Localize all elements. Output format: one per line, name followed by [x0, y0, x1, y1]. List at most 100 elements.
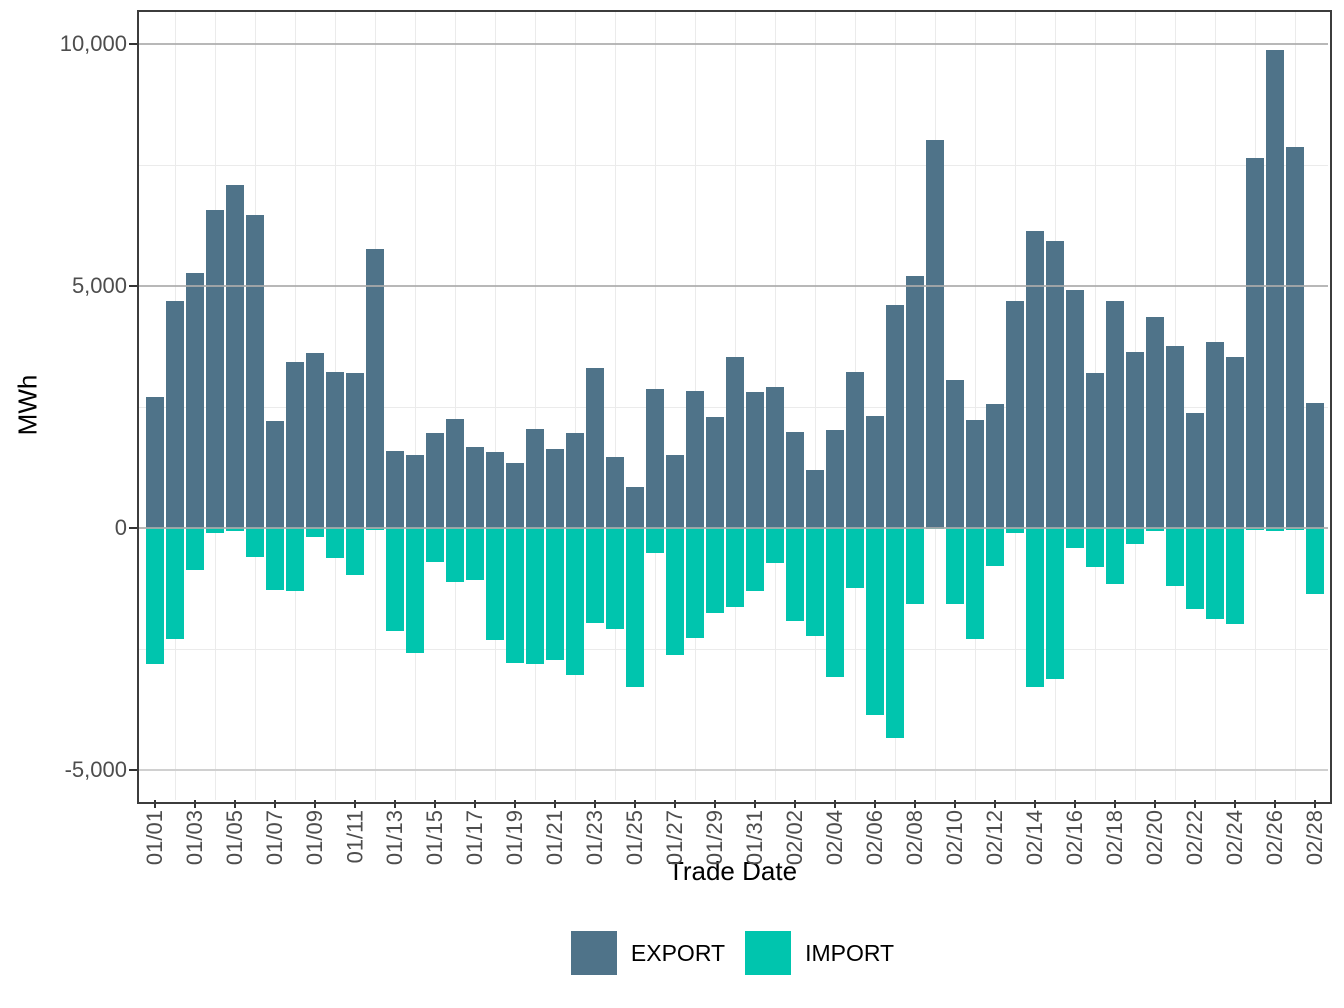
export-bar — [166, 301, 184, 529]
export-bar — [526, 428, 544, 529]
import-bar — [506, 528, 524, 663]
legend-item-import: IMPORT — [745, 931, 894, 975]
import-bar — [1126, 528, 1144, 544]
horizontal-minor-gridline — [137, 164, 1328, 166]
export-bar — [586, 368, 604, 529]
x-tick-label-text: 01/13 — [382, 810, 407, 866]
x-axis-tick — [634, 800, 636, 808]
import-bar — [346, 528, 364, 575]
x-axis-tick — [1154, 800, 1156, 808]
export-bar — [366, 249, 384, 529]
import-bar — [1166, 528, 1184, 586]
x-axis-tick — [834, 800, 836, 808]
import-bar — [1006, 528, 1024, 533]
x-axis-tick — [1274, 800, 1276, 808]
x-tick-label-text: 02/16 — [1062, 810, 1087, 866]
export-swatch — [570, 931, 617, 975]
import-bar — [906, 528, 924, 605]
import-bar — [766, 528, 784, 564]
export-bar — [606, 457, 624, 529]
import-bar — [166, 528, 184, 640]
export-bar — [1246, 158, 1264, 529]
x-axis-tick — [594, 800, 596, 808]
export-bar — [346, 373, 364, 529]
export-bar — [906, 276, 924, 529]
x-axis-tick — [1314, 800, 1316, 808]
export-bar — [446, 419, 464, 529]
y-tick-label: 5,000 — [71, 273, 127, 299]
import-bar — [866, 528, 884, 716]
x-tick-label-text: 02/20 — [1142, 810, 1167, 866]
import-bar — [1106, 528, 1124, 585]
export-bar — [666, 454, 684, 529]
export-bar — [646, 388, 664, 529]
import-bar — [626, 528, 644, 688]
import-bar — [1206, 528, 1224, 619]
x-tick-label-text: 02/24 — [1222, 810, 1247, 866]
export-bar — [686, 390, 704, 529]
export-bar — [1306, 403, 1324, 529]
x-axis-title: Trade Date — [667, 856, 798, 886]
x-axis-tick — [474, 800, 476, 808]
x-tick-label-text: 01/15 — [422, 810, 447, 866]
export-bar — [206, 210, 224, 529]
x-axis-tick — [754, 800, 756, 808]
horizontal-major-gridline — [137, 285, 1328, 288]
x-tick-label-text: 01/23 — [582, 810, 607, 866]
y-axis-tick — [129, 527, 137, 530]
export-bar — [726, 356, 744, 529]
import-bar — [826, 528, 844, 677]
x-axis-tick — [154, 800, 156, 808]
x-tick-label-text: 01/25 — [622, 810, 647, 866]
x-axis-tick — [514, 800, 516, 808]
y-axis-tick — [129, 769, 137, 772]
export-bar — [966, 420, 984, 529]
export-bar — [226, 184, 244, 529]
import-bar — [786, 528, 804, 622]
export-bar — [866, 416, 884, 529]
export-bar — [806, 470, 824, 529]
import-bar — [186, 528, 204, 570]
x-tick-label-text: 02/18 — [1102, 810, 1127, 866]
export-bar — [626, 486, 644, 529]
x-axis-tick — [714, 800, 716, 808]
export-bar — [146, 397, 164, 529]
import-bar — [726, 528, 744, 608]
x-tick-label-text: 02/14 — [1022, 810, 1047, 866]
export-bar — [466, 447, 484, 529]
x-tick-label-text: 02/22 — [1182, 810, 1207, 866]
export-bar — [506, 463, 524, 529]
y-tick-label: 10,000 — [59, 31, 127, 57]
import-bar — [286, 528, 304, 592]
export-bar — [926, 140, 944, 529]
import-bar — [226, 528, 244, 532]
import-bar — [266, 528, 284, 591]
x-tick-label-text: 02/04 — [822, 810, 847, 866]
x-axis-tick — [314, 800, 316, 808]
x-axis-tick — [1194, 800, 1196, 808]
export-bar — [426, 432, 444, 529]
x-tick-label-text: 02/28 — [1302, 810, 1327, 866]
y-axis-tick — [129, 285, 137, 288]
import-bar — [1086, 528, 1104, 567]
export-bar — [1186, 413, 1204, 529]
import-legend-label: IMPORT — [805, 939, 895, 966]
vertical-gridline — [494, 10, 496, 800]
export-bar — [486, 451, 504, 529]
export-bar — [766, 386, 784, 529]
x-axis-tick — [274, 800, 276, 808]
export-legend-label: EXPORT — [630, 939, 726, 966]
x-axis-tick — [954, 800, 956, 808]
vertical-gridline — [574, 10, 576, 800]
export-bar — [1146, 316, 1164, 529]
import-bar — [1146, 528, 1164, 531]
export-bar — [746, 391, 764, 529]
export-bar — [1086, 373, 1104, 529]
import-bar — [306, 528, 324, 537]
x-axis-tick — [994, 800, 996, 808]
x-axis-tick — [914, 800, 916, 808]
import-bar — [986, 528, 1004, 567]
export-bar — [286, 361, 304, 529]
import-bar — [1226, 528, 1244, 625]
